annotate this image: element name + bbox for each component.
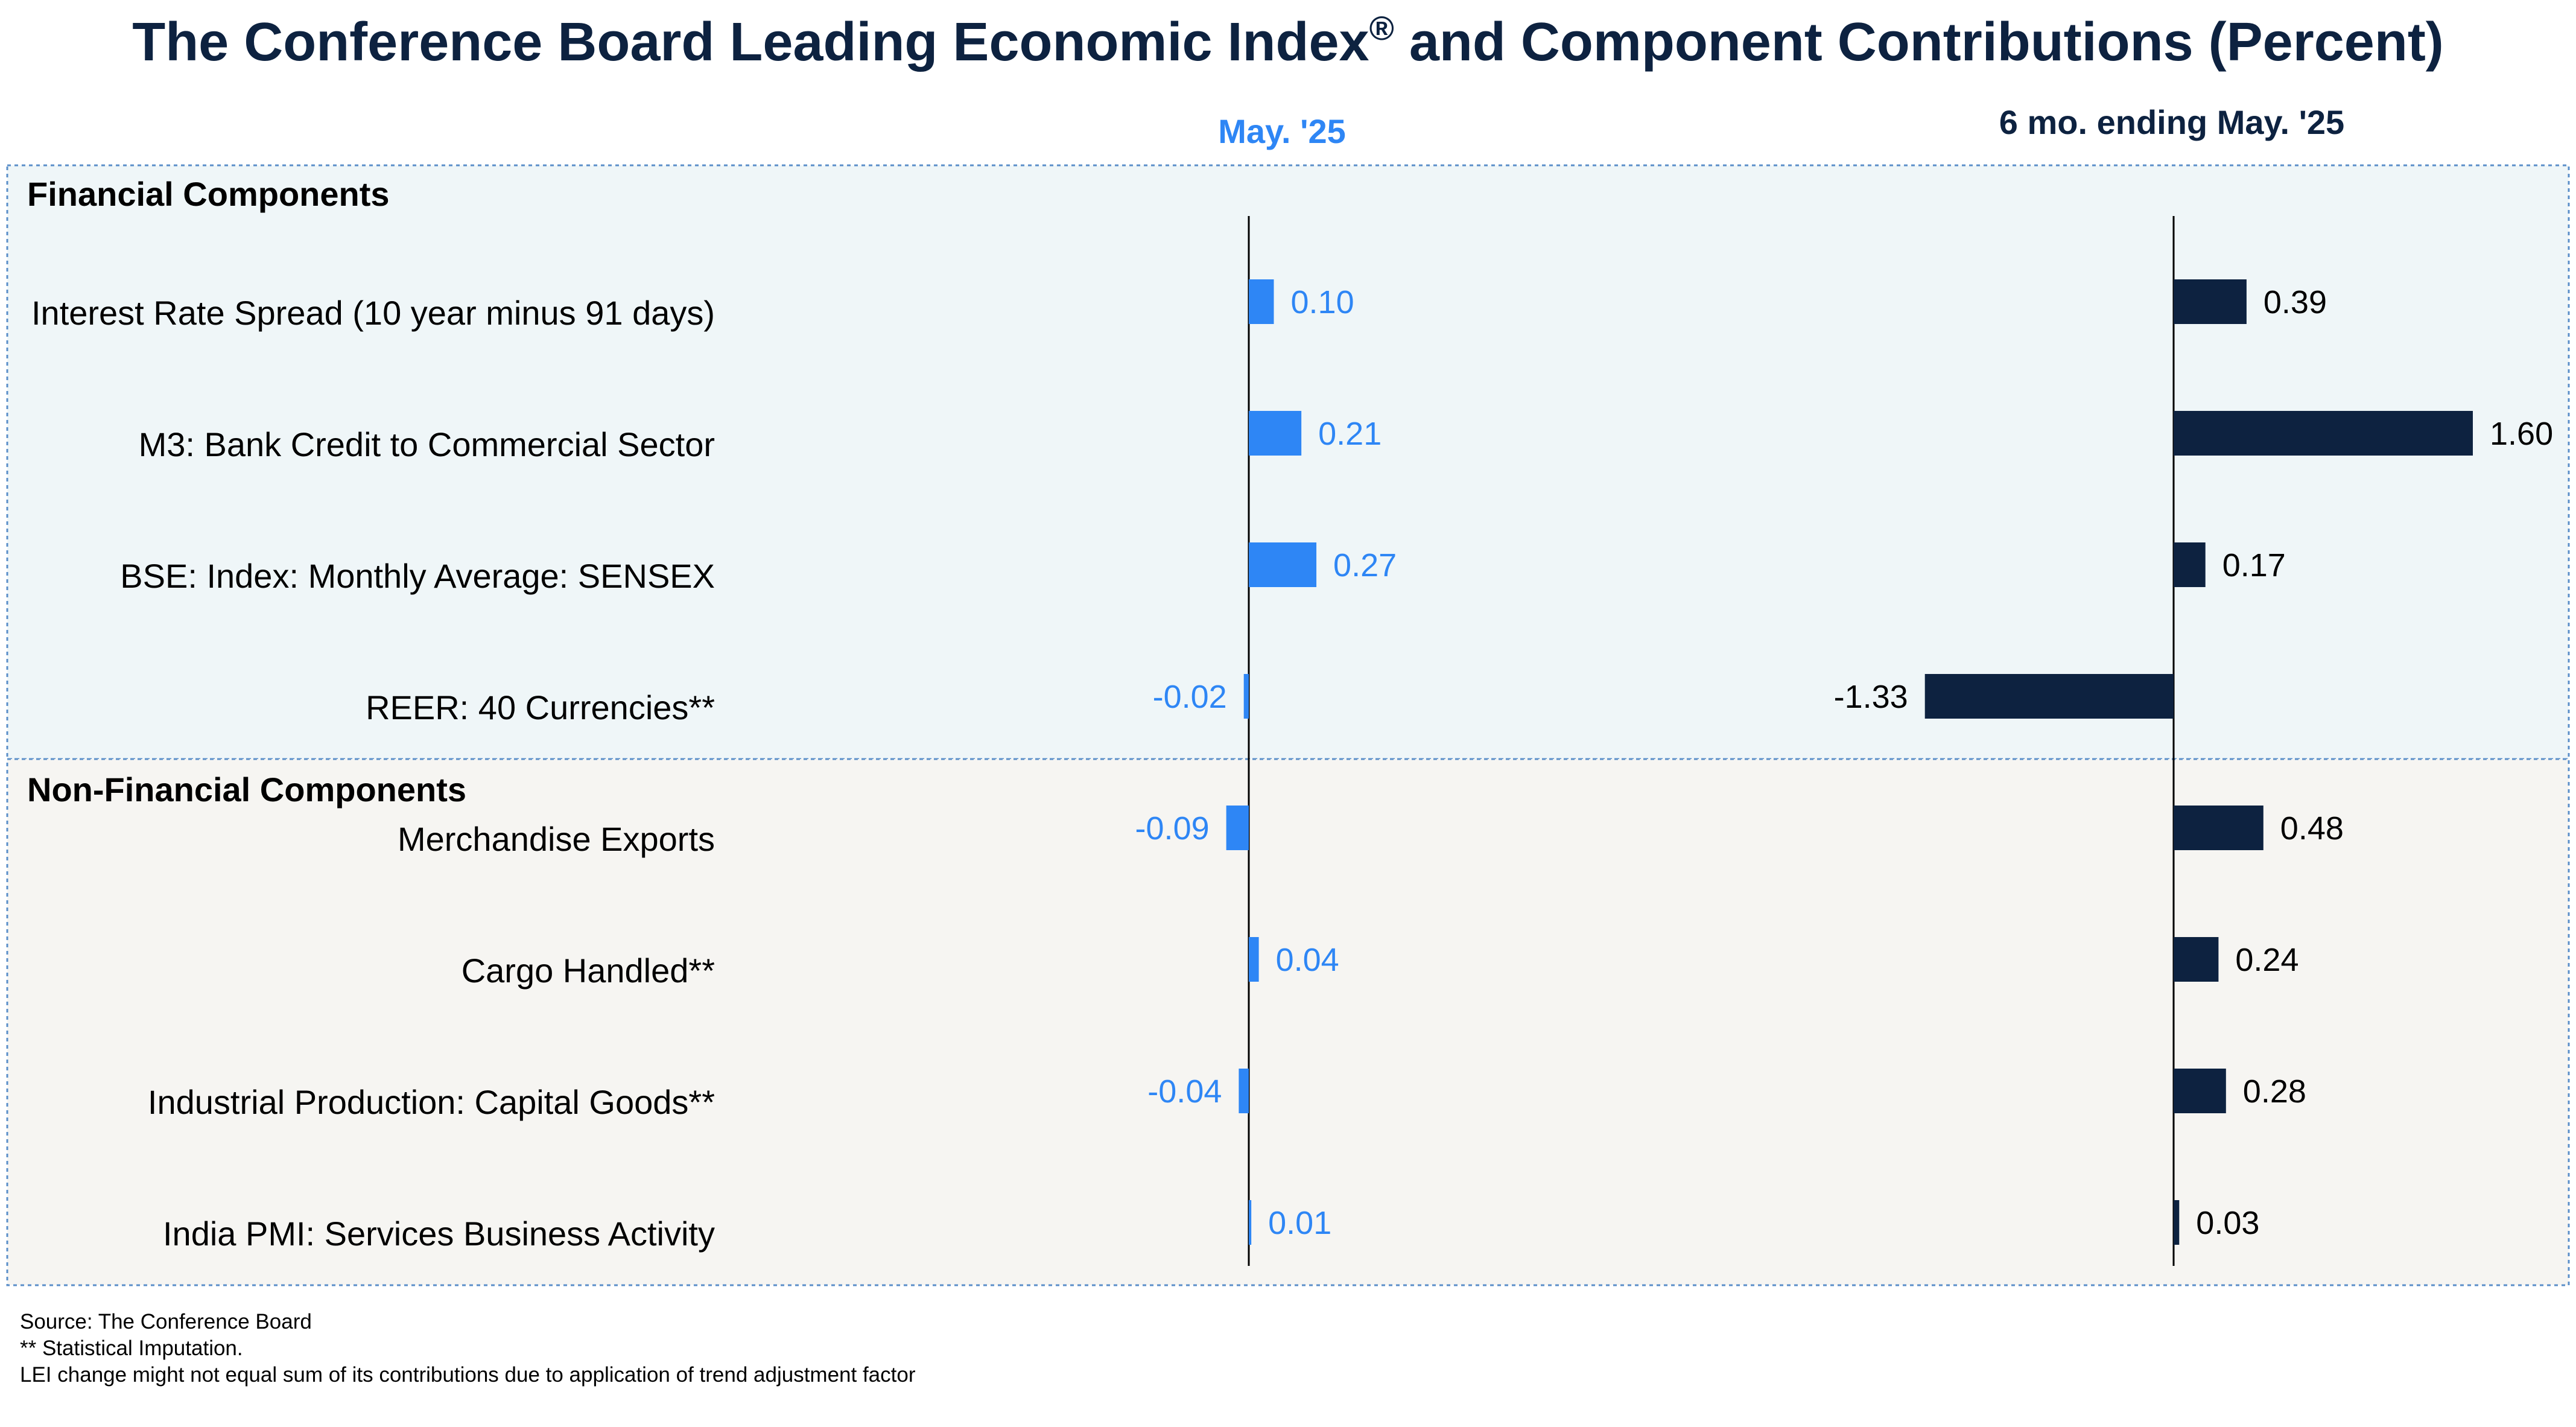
bar-may-25-cargo-handled (1249, 937, 1259, 982)
bar-6-month-interest-rate-spread-10-year-minus-91-days (2174, 279, 2247, 324)
value-label-may-25-bse-index-monthly-average-sensex: 0.27 (1333, 547, 1397, 583)
value-label-6-month-m3-bank-credit-to-commercial-sector: 1.60 (2490, 416, 2553, 452)
bar-6-month-bse-index-monthly-average-sensex (2174, 542, 2206, 587)
value-label-may-25-interest-rate-spread-10-year-minus-91-days: 0.10 (1291, 284, 1354, 320)
value-label-may-25-reer-40-currencies: -0.02 (1153, 679, 1227, 715)
bar-may-25-bse-index-monthly-average-sensex (1249, 542, 1317, 587)
value-label-may-25-m3-bank-credit-to-commercial-sector: 0.21 (1318, 416, 1382, 452)
value-label-6-month-interest-rate-spread-10-year-minus-91-days: 0.39 (2264, 284, 2327, 320)
footnote-trend-adjustment: LEI change might not equal sum of its co… (20, 1363, 916, 1387)
row-label-india-pmi-services-business-activity: India PMI: Services Business Activity (163, 1215, 715, 1253)
value-label-6-month-merchandise-exports: 0.48 (2280, 810, 2344, 847)
value-label-may-25-merchandise-exports: -0.09 (1135, 810, 1210, 847)
row-label-reer-40-currencies: REER: 40 Currencies** (366, 688, 715, 726)
bar-6-month-industrial-production-capital-goods (2174, 1069, 2226, 1113)
bar-may-25-india-pmi-services-business-activity (1249, 1200, 1252, 1245)
bar-may-25-industrial-production-capital-goods (1239, 1069, 1249, 1113)
financial-section-background (6, 164, 2570, 760)
nonfinancial-section-background (6, 758, 2570, 1286)
value-label-6-month-reer-40-currencies: -1.33 (1834, 679, 1908, 715)
bar-6-month-m3-bank-credit-to-commercial-sector (2174, 411, 2473, 456)
value-label-6-month-cargo-handled: 0.24 (2235, 942, 2298, 978)
bar-may-25-interest-rate-spread-10-year-minus-91-days (1249, 279, 1274, 324)
column-header-may-25: May. '25 (1218, 112, 1346, 150)
value-label-6-month-industrial-production-capital-goods: 0.28 (2243, 1073, 2306, 1110)
value-label-6-month-india-pmi-services-business-activity: 0.03 (2196, 1205, 2259, 1241)
row-label-merchandise-exports: Merchandise Exports (398, 820, 715, 858)
bar-may-25-merchandise-exports (1226, 806, 1249, 850)
column-header-6-month: 6 mo. ending May. '25 (1999, 103, 2344, 141)
bar-6-month-cargo-handled (2174, 937, 2219, 982)
footnote-imputation: ** Statistical Imputation. (20, 1336, 243, 1360)
row-label-cargo-handled: Cargo Handled** (462, 952, 715, 990)
bar-6-month-reer-40-currencies (1924, 674, 2174, 719)
bar-may-25-reer-40-currencies (1243, 674, 1249, 719)
value-label-may-25-industrial-production-capital-goods: -0.04 (1147, 1073, 1222, 1110)
value-label-may-25-cargo-handled: 0.04 (1276, 942, 1339, 978)
chart-rows: Interest Rate Spread (10 year minus 91 d… (31, 279, 2553, 1253)
bar-6-month-india-pmi-services-business-activity (2174, 1200, 2180, 1245)
value-label-may-25-india-pmi-services-business-activity: 0.01 (1268, 1205, 1331, 1241)
bar-6-month-merchandise-exports (2174, 806, 2264, 850)
value-label-6-month-bse-index-monthly-average-sensex: 0.17 (2222, 547, 2286, 583)
row-label-industrial-production-capital-goods: Industrial Production: Capital Goods** (148, 1083, 715, 1121)
section-title-nonfinancial: Non-Financial Components (27, 771, 466, 809)
chart-title: The Conference Board Leading Economic In… (132, 9, 2444, 72)
bar-may-25-m3-bank-credit-to-commercial-sector (1249, 411, 1302, 456)
row-label-interest-rate-spread-10-year-minus-91-days: Interest Rate Spread (10 year minus 91 d… (31, 294, 715, 332)
footnote-source: Source: The Conference Board (20, 1310, 312, 1333)
row-label-bse-index-monthly-average-sensex: BSE: Index: Monthly Average: SENSEX (120, 557, 715, 595)
section-title-financial: Financial Components (27, 175, 390, 213)
row-label-m3-bank-credit-to-commercial-sector: M3: Bank Credit to Commercial Sector (139, 425, 715, 463)
